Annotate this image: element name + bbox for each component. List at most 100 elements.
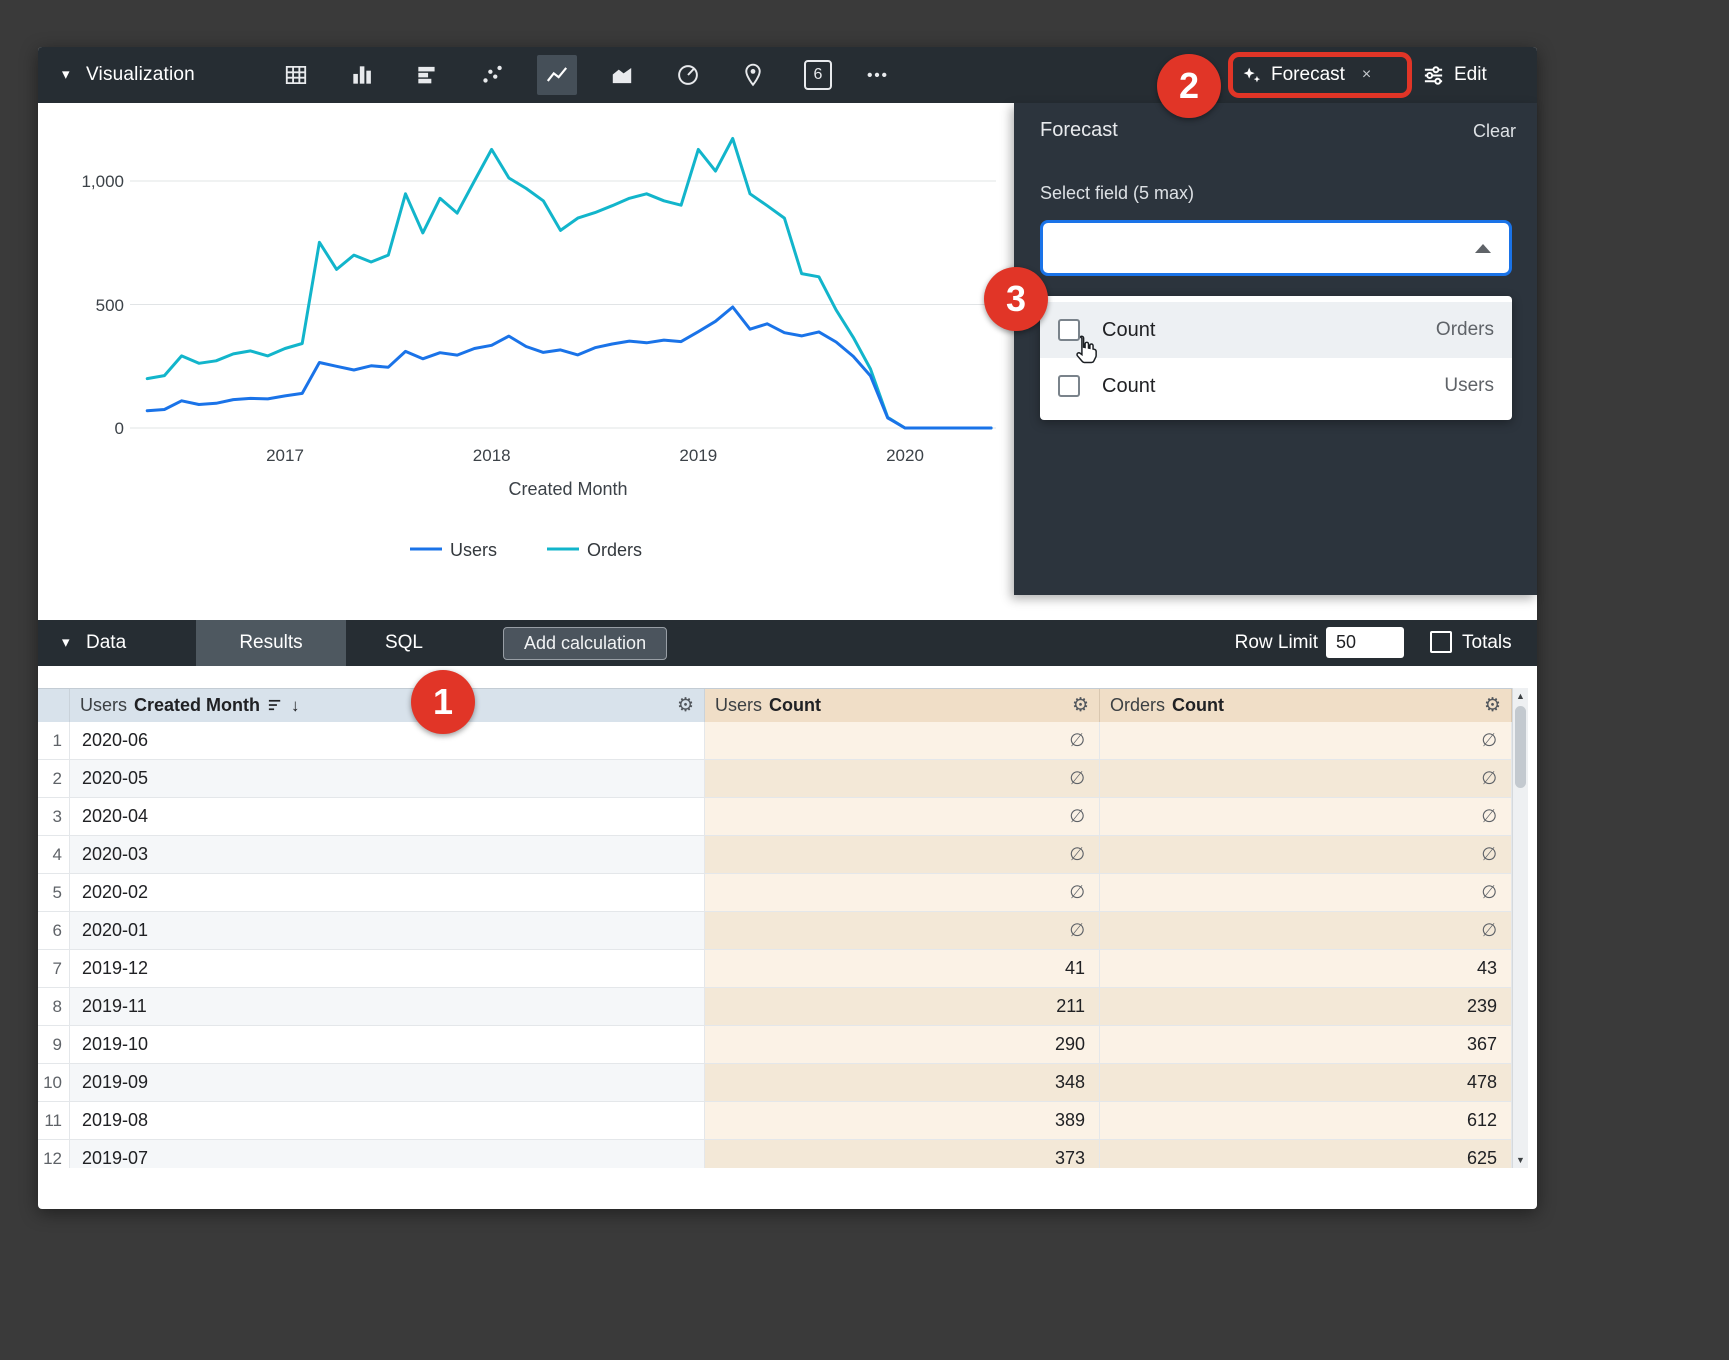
- cell-orders-count[interactable]: 367: [1100, 1026, 1512, 1064]
- chevron-down-icon[interactable]: ▾: [62, 66, 70, 83]
- cell-orders-count[interactable]: 239: [1100, 988, 1512, 1026]
- cell-created-month[interactable]: 2020-02: [70, 874, 705, 912]
- sort-desc-arrow-icon[interactable]: ↓: [291, 695, 300, 715]
- close-icon[interactable]: ×: [1361, 66, 1372, 83]
- checkbox-count-orders[interactable]: [1058, 319, 1080, 341]
- viz-type-line-button[interactable]: [537, 55, 577, 95]
- scroll-up-icon[interactable]: ▲: [1516, 691, 1525, 701]
- option-count-orders[interactable]: Count Orders: [1040, 302, 1512, 358]
- data-toolbar: ▾ Data Results SQL Add calculation Row L…: [38, 620, 1537, 666]
- orders-series-line: [145, 137, 993, 430]
- row-limit-input[interactable]: [1326, 627, 1404, 658]
- visualization-section-title: Visualization: [86, 64, 195, 85]
- header-orders-count[interactable]: Orders Count ⚙: [1100, 689, 1512, 723]
- cell-orders-count[interactable]: ∅: [1100, 836, 1512, 874]
- header-users-count[interactable]: Users Count ⚙: [705, 689, 1100, 723]
- users-series-line: [145, 305, 993, 430]
- table-row[interactable]: 11 2019-08 389 612: [38, 1102, 1528, 1140]
- cell-users-count[interactable]: ∅: [705, 798, 1100, 836]
- cell-users-count[interactable]: 389: [705, 1102, 1100, 1140]
- scroll-thumb[interactable]: [1515, 706, 1526, 788]
- tab-sql[interactable]: SQL: [384, 632, 424, 653]
- cell-users-count[interactable]: 290: [705, 1026, 1100, 1064]
- cell-users-count[interactable]: ∅: [705, 874, 1100, 912]
- cell-created-month[interactable]: 2019-10: [70, 1026, 705, 1064]
- gear-icon[interactable]: ⚙: [1483, 695, 1501, 716]
- cell-users-count[interactable]: 348: [705, 1064, 1100, 1102]
- totals-checkbox[interactable]: [1430, 631, 1452, 653]
- vertical-scrollbar[interactable]: ▲ ▼: [1512, 688, 1528, 1168]
- cell-created-month[interactable]: 2020-06: [70, 722, 705, 760]
- edit-button[interactable]: Edit: [1422, 47, 1487, 103]
- cell-created-month[interactable]: 2020-04: [70, 798, 705, 836]
- option-count-users[interactable]: Count Users: [1040, 358, 1512, 414]
- add-calculation-button[interactable]: Add calculation: [503, 627, 668, 660]
- viz-type-table-button[interactable]: [276, 55, 316, 95]
- cell-users-count[interactable]: 211: [705, 988, 1100, 1026]
- cell-orders-count[interactable]: ∅: [1100, 912, 1512, 950]
- chart-legend: Users Orders: [410, 540, 642, 560]
- tab-results[interactable]: Results: [196, 620, 346, 666]
- more-viz-types-button[interactable]: •••: [858, 55, 898, 95]
- gear-icon[interactable]: ⚙: [676, 695, 694, 716]
- cell-created-month[interactable]: 2020-01: [70, 912, 705, 950]
- viz-type-scatter-button[interactable]: [472, 55, 512, 95]
- viz-type-pie-button[interactable]: [668, 55, 708, 95]
- cell-users-count[interactable]: 41: [705, 950, 1100, 988]
- cell-orders-count[interactable]: ∅: [1100, 722, 1512, 760]
- cell-users-count[interactable]: 373: [705, 1140, 1100, 1168]
- table-row[interactable]: 8 2019-11 211 239: [38, 988, 1528, 1026]
- cell-orders-count[interactable]: ∅: [1100, 760, 1512, 798]
- table-row[interactable]: 6 2020-01 ∅ ∅: [38, 912, 1528, 950]
- cell-created-month[interactable]: 2019-11: [70, 988, 705, 1026]
- table-row[interactable]: 12 2019-07 373 625: [38, 1140, 1528, 1168]
- more-icon: •••: [867, 66, 889, 84]
- table-row[interactable]: 5 2020-02 ∅ ∅: [38, 874, 1528, 912]
- sort-icon[interactable]: [267, 697, 284, 714]
- cell-created-month[interactable]: 2019-12: [70, 950, 705, 988]
- cell-orders-count[interactable]: 478: [1100, 1064, 1512, 1102]
- viz-type-column-button[interactable]: [342, 55, 382, 95]
- viz-type-single-value-button[interactable]: 6: [798, 55, 838, 95]
- scroll-down-icon[interactable]: ▼: [1516, 1155, 1525, 1165]
- gear-icon[interactable]: ⚙: [1071, 695, 1089, 716]
- viz-type-bar-button[interactable]: [407, 55, 447, 95]
- cell-created-month[interactable]: 2020-05: [70, 760, 705, 798]
- row-number: 8: [38, 988, 70, 1026]
- header-field-name: Count: [769, 695, 821, 715]
- table-row[interactable]: 3 2020-04 ∅ ∅: [38, 798, 1528, 836]
- cell-orders-count[interactable]: 625: [1100, 1140, 1512, 1168]
- table-row[interactable]: 10 2019-09 348 478: [38, 1064, 1528, 1102]
- option-view-label: Users: [1444, 375, 1494, 396]
- cell-created-month[interactable]: 2019-09: [70, 1064, 705, 1102]
- field-select-input[interactable]: [1040, 220, 1512, 276]
- table-row[interactable]: 2 2020-05 ∅ ∅: [38, 760, 1528, 798]
- cell-users-count[interactable]: ∅: [705, 722, 1100, 760]
- cell-orders-count[interactable]: ∅: [1100, 798, 1512, 836]
- cell-created-month[interactable]: 2019-08: [70, 1102, 705, 1140]
- forecast-sparkle-icon: [1243, 67, 1261, 83]
- chevron-down-icon[interactable]: ▾: [62, 634, 70, 651]
- cell-users-count[interactable]: ∅: [705, 760, 1100, 798]
- cell-orders-count[interactable]: ∅: [1100, 874, 1512, 912]
- cell-orders-count[interactable]: 612: [1100, 1102, 1512, 1140]
- table-row[interactable]: 4 2020-03 ∅ ∅: [38, 836, 1528, 874]
- clear-button[interactable]: Clear: [1472, 121, 1516, 141]
- checkbox-count-users[interactable]: [1058, 375, 1080, 397]
- table-row[interactable]: 9 2019-10 290 367: [38, 1026, 1528, 1064]
- cell-created-month[interactable]: 2020-03: [70, 836, 705, 874]
- cell-orders-count[interactable]: 43: [1100, 950, 1512, 988]
- orders-legend-item[interactable]: Orders: [587, 540, 642, 560]
- cell-users-count[interactable]: ∅: [705, 912, 1100, 950]
- header-users-created-month[interactable]: Users Created Month ↓ ⚙: [70, 689, 705, 723]
- cell-users-count[interactable]: ∅: [705, 836, 1100, 874]
- header-field-name: Count: [1172, 695, 1224, 715]
- table-row[interactable]: 7 2019-12 41 43: [38, 950, 1528, 988]
- users-legend-item[interactable]: Users: [450, 540, 497, 560]
- cell-created-month[interactable]: 2019-07: [70, 1140, 705, 1168]
- table-row[interactable]: 1 2020-06 ∅ ∅: [38, 722, 1528, 760]
- viz-type-area-button[interactable]: [602, 55, 642, 95]
- x-tick-2019: 2019: [679, 446, 717, 465]
- viz-type-map-button[interactable]: [733, 55, 773, 95]
- forecast-button[interactable]: Forecast ×: [1240, 56, 1371, 94]
